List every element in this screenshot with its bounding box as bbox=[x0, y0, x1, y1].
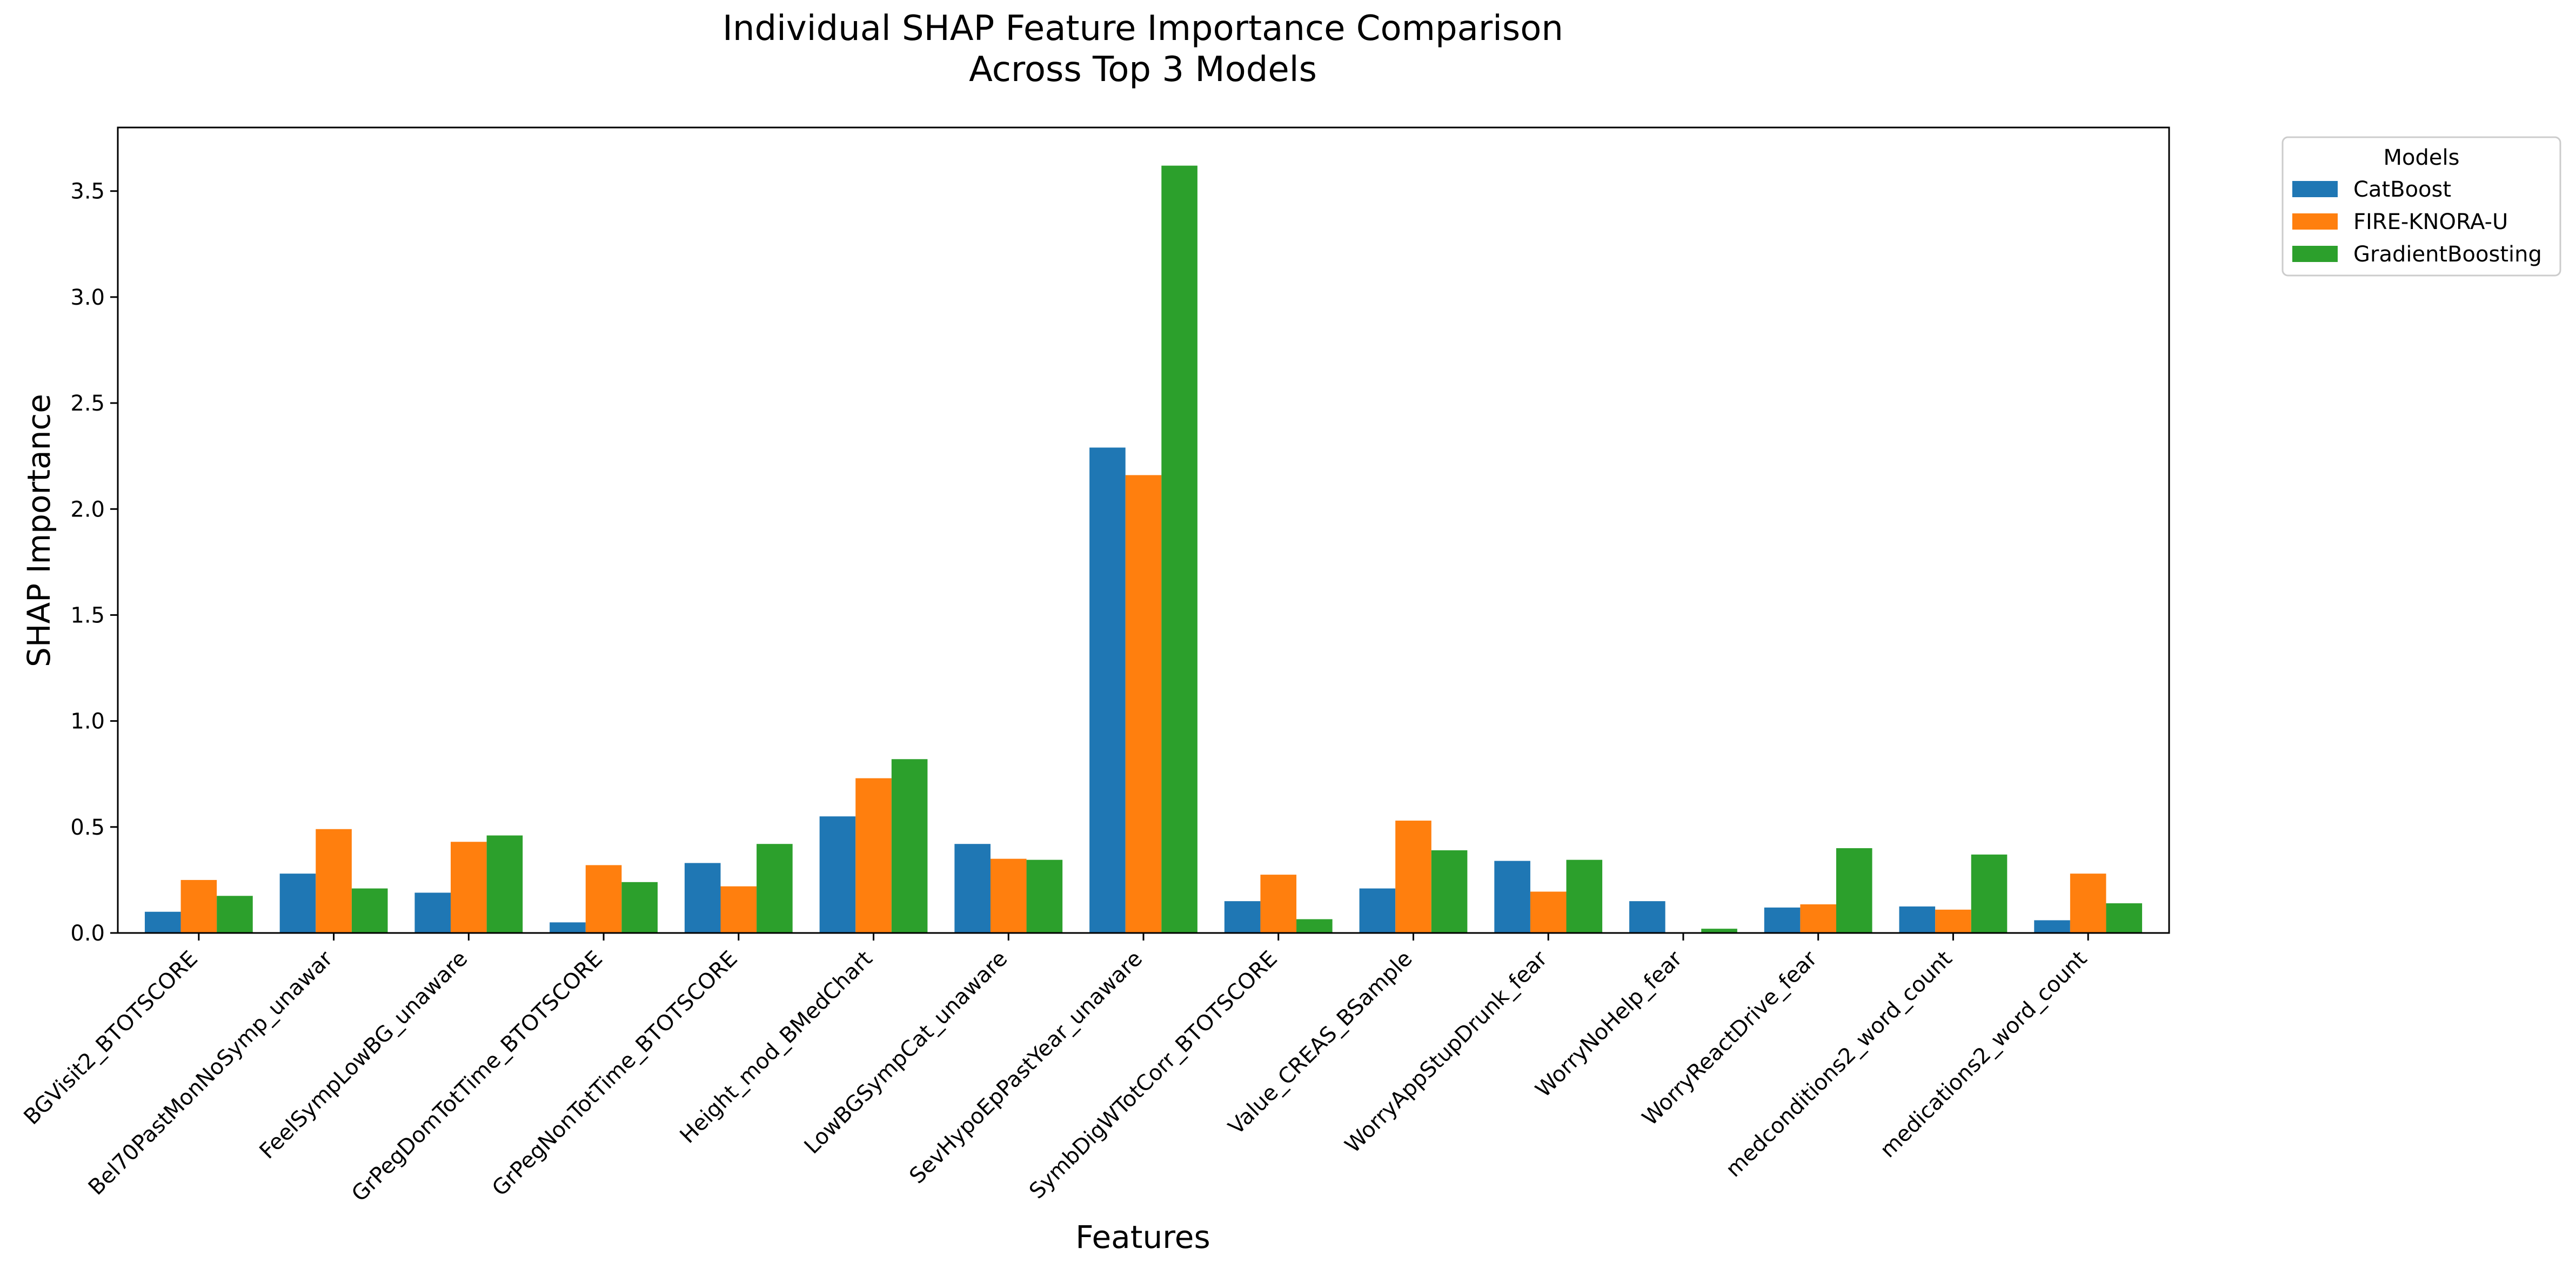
legend-frame bbox=[2281, 136, 2561, 277]
bar-gradientboosting-feelsymplowbg-unaware bbox=[486, 835, 523, 933]
bar-gradientboosting-worryreactdrive-fear bbox=[1836, 848, 1872, 933]
legend-label-fire-knora-u: FIRE-KNORA-U bbox=[2353, 210, 2508, 234]
bar-catboost-grpegnontottime-btotscore bbox=[684, 863, 721, 933]
bar-catboost-worryappstupdrunk-fear bbox=[1494, 861, 1530, 933]
bar-catboost-medications2-word-count bbox=[2034, 920, 2070, 933]
bar-fire-knora-u-sevhypoeppastyear-unaware bbox=[1125, 475, 1162, 933]
bar-fire-knora-u-medconditions2-word-count bbox=[1935, 909, 1971, 933]
legend-swatch-catboost bbox=[2292, 181, 2338, 197]
bar-catboost-symbdigwtotcorr-btotscore bbox=[1224, 901, 1261, 933]
bar-fire-knora-u-bgvisit2-btotscore bbox=[180, 879, 217, 933]
bar-fire-knora-u-value-creas-bsample bbox=[1395, 821, 1431, 933]
bar-catboost-sevhypoeppastyear-unaware bbox=[1089, 447, 1126, 933]
bar-fire-knora-u-grpegnontottime-btotscore bbox=[720, 886, 757, 933]
bar-gradientboosting-symbdigwtotcorr-btotscore bbox=[1296, 919, 1333, 933]
chart-title-line-2: Across Top 3 Models bbox=[969, 50, 1317, 90]
bar-gradientboosting-grpegdomtottime-btotscore bbox=[621, 882, 658, 933]
bar-catboost-lowbgsympcat-unaware bbox=[954, 844, 991, 933]
bar-catboost-bgvisit2-btotscore bbox=[144, 911, 181, 933]
bar-fire-knora-u-feelsymplowbg-unaware bbox=[451, 842, 487, 933]
bar-catboost-value-creas-bsample bbox=[1359, 888, 1396, 933]
bar-gradientboosting-worryappstupdrunk-fear bbox=[1566, 859, 1603, 933]
bar-gradientboosting-sevhypoeppastyear-unaware bbox=[1161, 165, 1197, 933]
bar-fire-knora-u-bel70pastmonnosymp-unawar bbox=[316, 829, 352, 933]
bar-catboost-height-mod-bmedchart bbox=[819, 816, 856, 933]
bar-gradientboosting-bgvisit2-btotscore bbox=[217, 896, 253, 933]
bar-fire-knora-u-height-mod-bmedchart bbox=[855, 778, 892, 933]
legend-swatch-fire-knora-u bbox=[2292, 213, 2338, 230]
bar-gradientboosting-medconditions2-word-count bbox=[1971, 854, 2008, 933]
legend: Models CatBoost FIRE-KNORA-U GradientBoo… bbox=[2281, 136, 2561, 277]
chart-title-line-1: Individual SHAP Feature Importance Compa… bbox=[722, 9, 1563, 49]
legend-label-gradientboosting: GradientBoosting bbox=[2353, 242, 2542, 267]
bar-fire-knora-u-worryappstupdrunk-fear bbox=[1530, 891, 1567, 933]
bar-fire-knora-u-symbdigwtotcorr-btotscore bbox=[1260, 875, 1297, 933]
bar-gradientboosting-height-mod-bmedchart bbox=[891, 759, 928, 933]
x-axis-label: Features bbox=[1075, 1219, 1210, 1255]
bar-catboost-worryreactdrive-fear bbox=[1764, 907, 1801, 933]
bar-gradientboosting-medications2-word-count bbox=[2106, 903, 2143, 933]
bar-gradientboosting-bel70pastmonnosymp-unawar bbox=[351, 888, 388, 933]
bar-catboost-worrynohelp-fear bbox=[1629, 901, 1665, 933]
bar-gradientboosting-lowbgsympcat-unaware bbox=[1026, 859, 1063, 933]
bar-catboost-feelsymplowbg-unaware bbox=[414, 892, 451, 933]
bar-fire-knora-u-worryreactdrive-fear bbox=[1800, 904, 1836, 933]
y-tick-label: 0.0 bbox=[70, 921, 105, 946]
bar-gradientboosting-value-creas-bsample bbox=[1431, 850, 1468, 933]
legend-label-catboost: CatBoost bbox=[2353, 177, 2451, 202]
bar-catboost-bel70pastmonnosymp-unawar bbox=[279, 874, 316, 933]
y-tick-label: 1.5 bbox=[70, 603, 105, 628]
y-tick-label: 2.5 bbox=[70, 391, 105, 416]
bar-fire-knora-u-medications2-word-count bbox=[2070, 874, 2106, 933]
y-axis-label: SHAP Importance bbox=[21, 394, 57, 667]
legend-swatch-gradientboosting bbox=[2292, 246, 2338, 262]
y-tick-label: 2.0 bbox=[70, 497, 105, 522]
y-tick-label: 0.5 bbox=[70, 815, 105, 840]
bar-gradientboosting-grpegnontottime-btotscore bbox=[757, 844, 793, 933]
bar-catboost-grpegdomtottime-btotscore bbox=[550, 922, 586, 933]
bar-fire-knora-u-grpegdomtottime-btotscore bbox=[585, 865, 622, 933]
bar-fire-knora-u-lowbgsympcat-unaware bbox=[990, 858, 1027, 933]
legend-title: Models bbox=[2384, 145, 2460, 170]
y-tick-label: 1.0 bbox=[70, 709, 105, 734]
y-tick-label: 3.5 bbox=[70, 179, 105, 204]
bar-gradientboosting-worrynohelp-fear bbox=[1701, 929, 1737, 933]
y-tick-label: 3.0 bbox=[70, 285, 105, 310]
bar-catboost-medconditions2-word-count bbox=[1899, 906, 1936, 933]
